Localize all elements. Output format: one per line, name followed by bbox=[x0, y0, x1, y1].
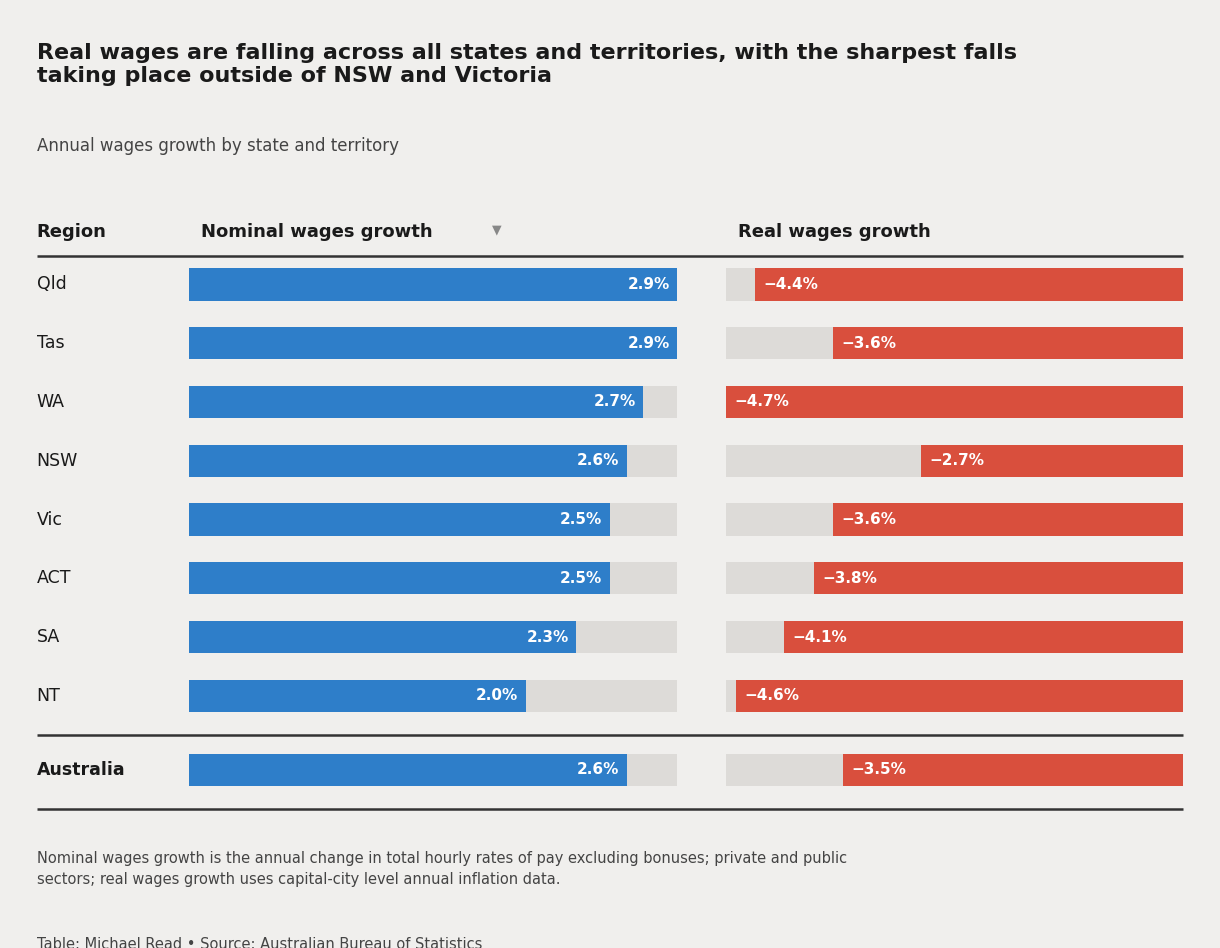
Text: Real wages growth: Real wages growth bbox=[738, 224, 931, 241]
Text: −3.5%: −3.5% bbox=[852, 762, 906, 777]
Text: 2.6%: 2.6% bbox=[577, 453, 620, 468]
Bar bbox=[189, 445, 627, 477]
Text: ▼: ▼ bbox=[492, 224, 501, 237]
Text: Australia: Australia bbox=[37, 761, 126, 778]
Text: Nominal wages growth: Nominal wages growth bbox=[201, 224, 433, 241]
Bar bbox=[189, 386, 677, 418]
Bar bbox=[833, 503, 1183, 536]
Text: Annual wages growth by state and territory: Annual wages growth by state and territo… bbox=[37, 137, 399, 155]
Bar bbox=[814, 562, 1183, 594]
Text: Region: Region bbox=[37, 224, 106, 241]
Bar bbox=[189, 503, 677, 536]
Bar bbox=[726, 562, 1183, 594]
Text: SA: SA bbox=[37, 629, 60, 646]
Text: NSW: NSW bbox=[37, 452, 78, 469]
Text: WA: WA bbox=[37, 393, 65, 410]
Text: −4.4%: −4.4% bbox=[764, 277, 819, 292]
Text: −4.1%: −4.1% bbox=[793, 629, 848, 645]
Text: −4.7%: −4.7% bbox=[734, 394, 789, 410]
Text: −2.7%: −2.7% bbox=[930, 453, 985, 468]
Text: ACT: ACT bbox=[37, 570, 71, 587]
Text: NT: NT bbox=[37, 687, 61, 704]
Bar bbox=[921, 445, 1183, 477]
Bar bbox=[726, 327, 1183, 359]
Bar bbox=[726, 754, 1183, 786]
Text: −3.6%: −3.6% bbox=[842, 336, 897, 351]
Bar bbox=[726, 268, 1183, 301]
Bar bbox=[726, 386, 1183, 418]
Bar bbox=[189, 680, 526, 712]
Text: 2.3%: 2.3% bbox=[527, 629, 569, 645]
Text: 2.0%: 2.0% bbox=[476, 688, 518, 703]
Text: 2.5%: 2.5% bbox=[560, 512, 603, 527]
Bar bbox=[189, 268, 677, 301]
Bar bbox=[189, 327, 677, 359]
Bar bbox=[189, 327, 677, 359]
Bar bbox=[189, 386, 643, 418]
Text: −3.8%: −3.8% bbox=[822, 571, 877, 586]
Bar bbox=[189, 621, 576, 653]
Text: Vic: Vic bbox=[37, 511, 62, 528]
Text: −3.6%: −3.6% bbox=[842, 512, 897, 527]
Bar bbox=[189, 680, 677, 712]
Text: Real wages are falling across all states and territories, with the sharpest fall: Real wages are falling across all states… bbox=[37, 43, 1016, 86]
Bar bbox=[726, 386, 1183, 418]
Text: 2.7%: 2.7% bbox=[594, 394, 636, 410]
Text: 2.9%: 2.9% bbox=[627, 277, 670, 292]
Text: Nominal wages growth is the annual change in total hourly rates of pay excluding: Nominal wages growth is the annual chang… bbox=[37, 851, 847, 887]
Text: Tas: Tas bbox=[37, 335, 65, 352]
Bar bbox=[189, 445, 677, 477]
Bar bbox=[189, 503, 610, 536]
Bar bbox=[726, 445, 1183, 477]
Text: −4.6%: −4.6% bbox=[744, 688, 799, 703]
Bar bbox=[189, 621, 677, 653]
Bar bbox=[189, 268, 677, 301]
Text: Qld: Qld bbox=[37, 276, 66, 293]
Bar bbox=[189, 754, 627, 786]
Text: 2.6%: 2.6% bbox=[577, 762, 620, 777]
Text: 2.9%: 2.9% bbox=[627, 336, 670, 351]
Text: 2.5%: 2.5% bbox=[560, 571, 603, 586]
Bar bbox=[833, 327, 1183, 359]
Bar bbox=[189, 562, 610, 594]
Bar bbox=[189, 562, 677, 594]
Bar bbox=[736, 680, 1183, 712]
Text: Table: Michael Read • Source: Australian Bureau of Statistics: Table: Michael Read • Source: Australian… bbox=[37, 937, 482, 948]
Bar bbox=[726, 680, 1183, 712]
Bar bbox=[189, 754, 677, 786]
Bar bbox=[726, 503, 1183, 536]
Bar bbox=[755, 268, 1183, 301]
Bar bbox=[843, 754, 1183, 786]
Bar bbox=[726, 621, 1183, 653]
Bar bbox=[784, 621, 1183, 653]
